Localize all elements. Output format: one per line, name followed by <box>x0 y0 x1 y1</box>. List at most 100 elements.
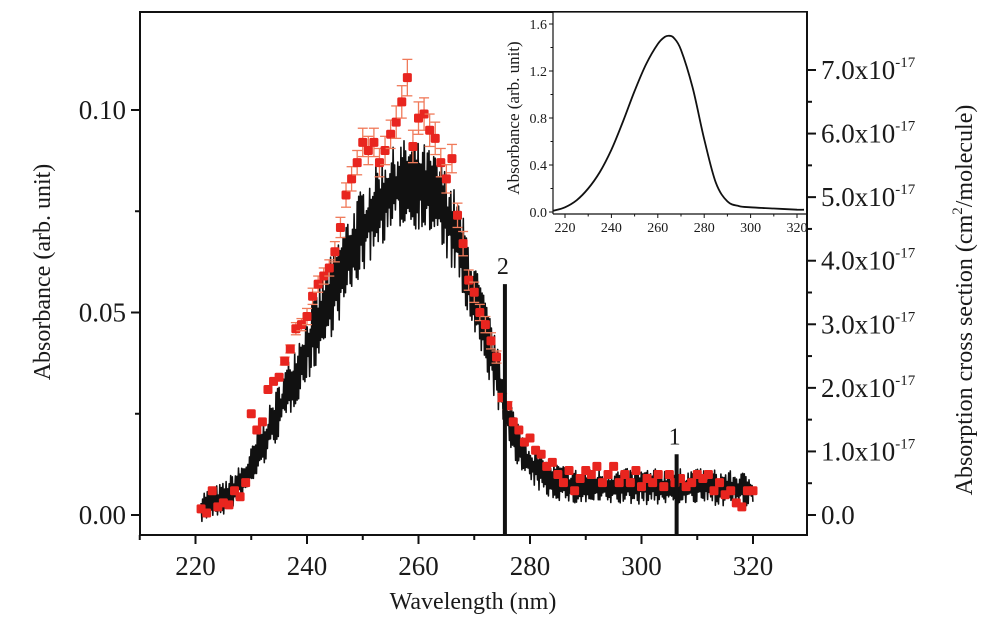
inset-x-tick-label: 260 <box>647 221 668 236</box>
x-tick-label: 280 <box>510 551 551 581</box>
data-point <box>575 474 585 484</box>
data-point <box>358 137 368 147</box>
data-point <box>508 417 518 427</box>
y-tick-label: 0.00 <box>79 500 126 530</box>
data-point <box>737 502 747 512</box>
data-point <box>374 158 384 168</box>
data-point <box>492 352 502 362</box>
y2-tick-mantissa: 2.0x10 <box>821 373 895 403</box>
data-point <box>241 478 251 488</box>
data-point <box>709 486 719 496</box>
y2-tick-label: 3.0x10-17 <box>821 309 916 339</box>
data-point <box>586 470 596 479</box>
x-tick-label: 220 <box>175 551 216 581</box>
inset-y-tick-label: 1.2 <box>530 65 548 80</box>
data-point <box>648 478 658 488</box>
y2-tick-exponent: -17 <box>895 373 915 389</box>
inset-x-tick-label: 280 <box>694 221 715 236</box>
y2-tick-mantissa: 4.0x10 <box>821 246 895 276</box>
data-point <box>202 508 212 518</box>
data-point <box>547 457 557 467</box>
data-point <box>274 372 284 382</box>
data-point <box>715 478 725 488</box>
data-point <box>335 222 345 232</box>
inset-x-tick-label: 220 <box>555 221 576 236</box>
data-point <box>296 320 306 330</box>
inset-x-tick-label: 320 <box>787 221 808 236</box>
y2-tick-exponent: -17 <box>895 436 915 452</box>
x-axis-title: Wavelength (nm) <box>390 589 557 615</box>
data-point <box>402 73 412 83</box>
y2-tick-exponent: -17 <box>895 246 915 262</box>
y2-tick-mantissa: 3.0x10 <box>821 309 895 339</box>
data-point <box>246 409 256 419</box>
data-point <box>430 133 440 143</box>
y2-tick-exponent: -17 <box>895 182 915 198</box>
y2-tick-mantissa: 6.0x10 <box>821 119 895 149</box>
data-point <box>419 109 429 119</box>
data-point <box>486 336 496 346</box>
data-point <box>447 154 457 164</box>
data-point <box>408 141 418 151</box>
data-point <box>330 247 340 257</box>
inset-y-tick-label: 1.6 <box>530 18 548 33</box>
data-point <box>653 470 663 479</box>
inset-y-axis-title: Absorbance (arb. unit) <box>504 41 523 194</box>
data-point <box>614 478 624 488</box>
y2-tick-label: 0.0 <box>821 500 855 530</box>
data-point <box>726 486 736 496</box>
data-point <box>625 478 635 488</box>
y2-tick-mantissa: 5.0x10 <box>821 182 895 212</box>
data-point <box>703 470 713 479</box>
inset-x-tick-label: 240 <box>601 221 622 236</box>
data-point <box>425 125 435 135</box>
data-point <box>302 312 312 322</box>
data-point <box>280 356 290 366</box>
annotation-label-1: 1 <box>669 424 681 450</box>
data-point <box>609 461 619 471</box>
right-y-axis-title-sup: 2 <box>950 207 966 215</box>
data-point <box>659 482 669 492</box>
data-point <box>319 271 329 281</box>
data-point <box>664 470 674 479</box>
data-point <box>380 146 390 155</box>
data-point <box>536 449 546 459</box>
inset-plot: 220 240 260 280 300 320 0.0 0.4 0.8 1.2 1.6 Absorba… <box>504 11 808 236</box>
data-point <box>352 158 362 168</box>
data-point <box>597 478 607 488</box>
inset-y-tick-label: 0.0 <box>530 206 548 221</box>
data-point <box>285 344 295 354</box>
y2-tick-exponent: -17 <box>895 55 915 71</box>
data-point <box>436 158 446 168</box>
data-point <box>363 146 373 155</box>
x-tick-label: 300 <box>621 551 662 581</box>
data-point <box>631 465 641 475</box>
right-y-axis-title-tail: /molecule) <box>952 105 978 208</box>
right-y-axis-title-main: Absorption cross section (cm <box>952 214 978 495</box>
data-point <box>252 425 262 435</box>
data-point <box>564 465 574 475</box>
y2-tick-label: 2.0x10-17 <box>821 373 916 403</box>
data-point <box>308 291 318 301</box>
data-point <box>748 486 758 496</box>
main-plot-axes: 220 240 260 280 300 3200.000.050.100.01.0x10-… <box>79 11 916 581</box>
data-point <box>224 500 234 510</box>
data-point <box>570 486 580 496</box>
data-point <box>453 210 463 220</box>
y2-tick-mantissa: 7.0x10 <box>821 55 895 85</box>
y2-tick-exponent: -17 <box>895 309 915 325</box>
data-point <box>324 263 334 273</box>
data-point <box>525 433 535 443</box>
x-tick-label: 260 <box>398 551 439 581</box>
y2-tick-exponent: -17 <box>895 119 915 135</box>
spectrum-line <box>200 140 754 523</box>
inset-y-tick-label: 0.4 <box>530 159 548 174</box>
data-point <box>369 137 379 147</box>
inset-y-tick-label: 0.8 <box>530 112 548 127</box>
data-point <box>592 461 602 471</box>
main-plot-data: 21 <box>196 58 758 535</box>
data-point <box>480 320 490 330</box>
left-y-axis-title: Absorbance (arb. unit) <box>30 164 56 381</box>
inset-spectrum-line <box>553 34 805 212</box>
annotation-label-2: 2 <box>497 254 509 280</box>
